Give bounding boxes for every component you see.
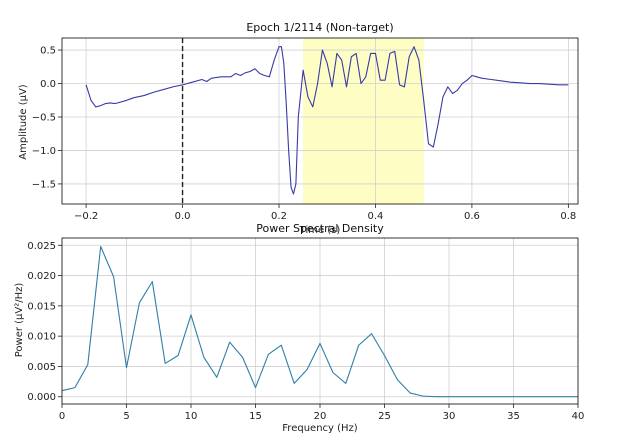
psd-x-tick-label: 25 [378, 411, 391, 422]
epoch-y-tick-label: −1.5 [32, 179, 56, 190]
psd-x-tick-label: 5 [123, 411, 129, 422]
epoch-chart-title: Epoch 1/2114 (Non-target) [246, 21, 393, 34]
psd-y-tick-label: 0.020 [27, 271, 56, 282]
psd-chart: Power Spectral Density Frequency (Hz) Po… [14, 222, 584, 434]
psd-y-tick-label: 0.005 [27, 362, 56, 373]
epoch-x-tick-label: 0.6 [464, 211, 480, 222]
psd-x-tick-label: 35 [507, 411, 520, 422]
epoch-x-tick-label: 0.0 [175, 211, 191, 222]
psd-y-tick-label: 0.010 [27, 332, 56, 343]
epoch-x-tick-label: 0.2 [271, 211, 287, 222]
psd-y-tick-label: 0.025 [27, 241, 56, 252]
epoch-y-tick-label: 0.5 [40, 46, 56, 57]
epoch-y-tick-label: 0.0 [40, 79, 56, 90]
psd-y-tick-label: 0.015 [27, 301, 56, 312]
psd-x-tick-label: 15 [249, 411, 262, 422]
epoch-chart: Epoch 1/2114 (Non-target) Time (s) Ampli… [18, 21, 579, 236]
epoch-x-tick-label: 0.8 [560, 211, 576, 222]
epoch-series-line [85, 46, 569, 195]
psd-chart-xlabel: Frequency (Hz) [282, 423, 358, 434]
epoch-y-tick-label: −0.5 [32, 112, 56, 123]
psd-x-tick-label: 20 [314, 411, 327, 422]
psd-x-tick-label: 10 [185, 411, 198, 422]
psd-series-line [61, 245, 578, 398]
epoch-axes-frame [61, 37, 579, 205]
epoch-chart-ylabel: Amplitude (µV) [18, 84, 29, 160]
psd-chart-title: Power Spectral Density [256, 222, 384, 235]
epoch-chart-xlabel: Time (s) [299, 225, 341, 236]
epoch-x-tick-label: −0.2 [74, 211, 98, 222]
psd-x-tick-label: 30 [443, 411, 456, 422]
psd-x-tick-label: 0 [59, 411, 65, 422]
epoch-highlight-region [303, 38, 424, 204]
psd-x-tick-label: 40 [572, 411, 585, 422]
psd-y-tick-label: 0.000 [27, 392, 56, 403]
epoch-x-tick-label: 0.4 [368, 211, 384, 222]
epoch-y-tick-label: −1.0 [32, 146, 56, 157]
psd-chart-ylabel: Power (µV²/Hz) [14, 283, 25, 358]
